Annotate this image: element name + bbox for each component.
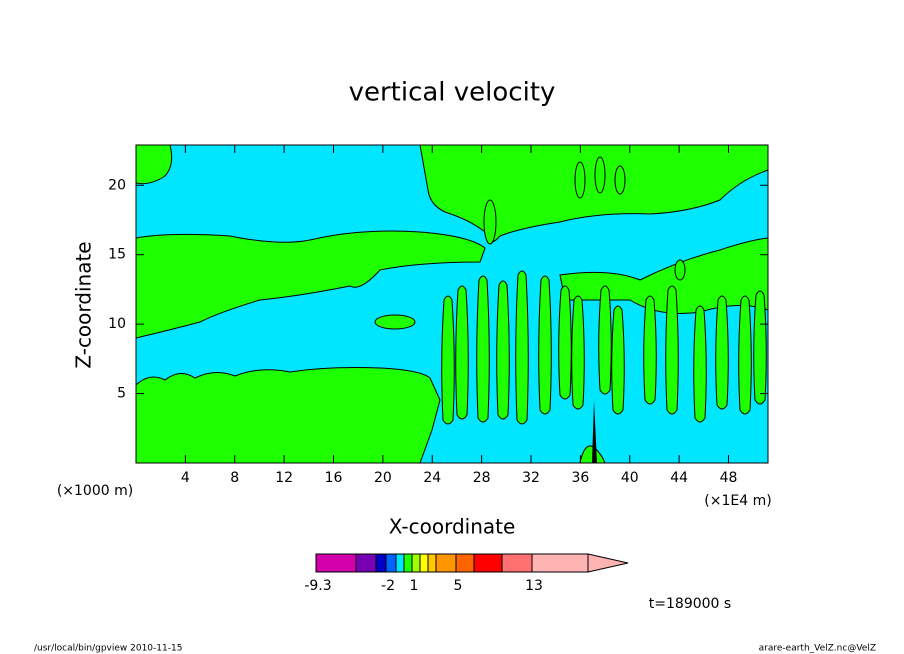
contour-line [592,400,597,463]
contour-region [738,295,752,415]
plot-frame [135,144,769,464]
contour-region [496,280,510,420]
contour-region [455,285,469,420]
contour-region [715,295,729,410]
colorbar-swatch [403,553,413,573]
contour-region [693,305,707,423]
x-tick-label: 12 [275,470,293,486]
colorbar-swatch [315,553,357,573]
contour-region [594,156,606,194]
contour-region [614,165,626,195]
y-tick-label: 20 [108,177,126,193]
x-tick-label: 4 [181,470,190,486]
y-tick-label: 5 [117,386,126,402]
chart-title: vertical velocity [349,78,556,108]
contour-region [419,144,769,243]
x-axis-label: X-coordinate [389,515,516,539]
contour-region [476,275,490,423]
colorbar-tick-label: 13 [525,578,543,594]
contour-field [135,144,769,464]
x-unit-label: (×1E4 m) [704,493,771,509]
y-unit-label: (×1000 m) [57,483,133,499]
contour-region [135,230,486,339]
x-tick-label: 44 [670,470,688,486]
colorbar-tick-label: -9.3 [304,578,331,594]
contour-region [135,367,441,464]
colorbar-swatch [355,553,377,573]
x-tick-label: 48 [720,470,738,486]
colorbar-swatch [375,553,387,573]
x-tick-label: 8 [230,470,239,486]
colorbar-swatch [395,553,405,573]
colorbar-swatch [531,553,589,573]
contour-region [374,314,416,330]
contour-fingers [374,156,767,425]
contour-region [515,270,529,425]
colorbar-swatch [411,553,421,573]
colorbar-swatch [501,553,533,573]
x-tick-label: 36 [571,470,589,486]
y-axis-label: Z-coordinate [72,241,96,368]
x-tick-label: 40 [621,470,639,486]
contour-region [611,305,625,415]
colorbar-swatch [419,553,429,573]
colorbar-tick-label: 5 [454,578,463,594]
contour-region [574,161,586,199]
y-tick-label: 15 [108,247,126,263]
colorbar-tick-label: -2 [381,578,395,594]
footer-left: /usr/local/bin/gpview 2010-11-15 [34,644,182,654]
contour-region [674,259,686,281]
contour-region [665,285,679,415]
colorbar-extension [587,553,629,573]
x-tick-label: 32 [522,470,540,486]
y-tick-label: 10 [108,316,126,332]
colorbar-swatch [427,553,437,573]
contour-region [558,285,572,400]
colorbar-swatch [455,553,475,573]
contour-region [538,275,552,415]
contour-region [135,144,173,185]
colorbar-swatch [473,553,503,573]
contour-region [571,295,585,410]
colorbar: -9.3 -2 1 5 13 [304,553,629,594]
contour-region [598,285,612,395]
colorbar-tick-label: 1 [410,578,419,594]
colorbar-swatch [435,553,457,573]
contour-region [753,290,767,405]
contour-region [643,295,657,405]
x-tick-label: 24 [423,470,441,486]
contour-region [441,295,455,425]
contour-region [483,199,497,245]
time-label: t=189000 s [649,596,731,612]
colorbar-swatch [385,553,397,573]
x-tick-label: 20 [374,470,392,486]
footer-right: arare-earth_VelZ.nc@VelZ [759,644,876,654]
x-tick-label: 16 [325,470,343,486]
x-tick-label: 28 [473,470,491,486]
